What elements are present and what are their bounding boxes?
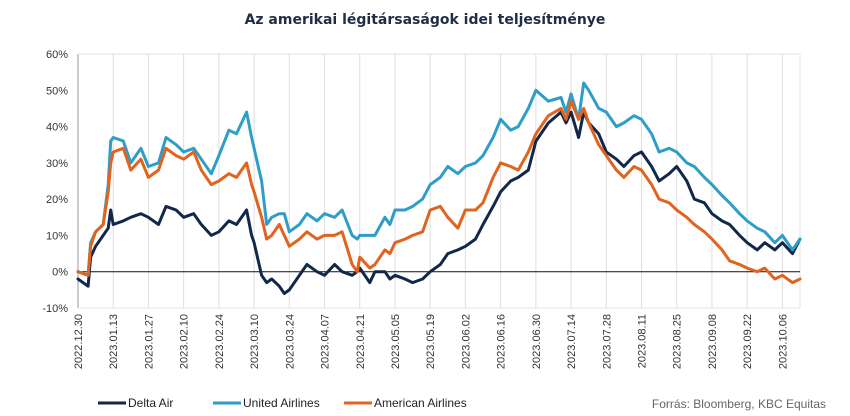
- series-lines: [76, 81, 802, 295]
- x-tick-label: 2022.12.30: [73, 314, 85, 369]
- y-tick-label: 20%: [46, 194, 68, 206]
- gridlines: [77, 53, 801, 309]
- y-tick-label: 60%: [46, 49, 68, 61]
- legend: Delta Air United Airlines American Airline…: [98, 396, 467, 410]
- series-line-0: [76, 110, 802, 295]
- x-tick-label: 2023.05.05: [390, 314, 402, 369]
- y-tick-label: 10%: [46, 230, 68, 242]
- y-tick-label: 50%: [46, 85, 68, 97]
- x-tick-label: 2023.01.27: [143, 314, 155, 369]
- x-axis: 2022.12.30 2023.01.13 2023.01.27 2023.02.10…: [73, 314, 789, 369]
- y-tick-label: 40%: [46, 122, 68, 134]
- x-tick-label: 2023.04.21: [355, 314, 367, 369]
- y-tick-label: 30%: [46, 158, 68, 170]
- x-tick-label: 2023.07.28: [601, 314, 613, 369]
- series-line-1: [76, 81, 802, 277]
- y-tick-label: 0%: [52, 267, 68, 279]
- x-tick-label: 2023.07.14: [566, 314, 578, 369]
- x-tick-label: 2023.06.16: [496, 314, 508, 369]
- x-tick-label: 2023.08.25: [672, 314, 684, 369]
- x-tick-label: 2023.01.13: [108, 314, 120, 369]
- legend-label: United Airlines: [243, 396, 320, 410]
- x-tick-label: 2023.09.08: [707, 314, 719, 369]
- x-tick-label: 2023.03.24: [284, 314, 296, 369]
- x-tick-label: 2023.02.10: [179, 314, 191, 369]
- x-tick-label: 2023.06.02: [460, 314, 472, 369]
- x-tick-label: 2023.10.06: [777, 314, 789, 369]
- legend-label: Delta Air: [128, 396, 173, 410]
- series-line-2: [76, 99, 802, 285]
- chart-title: Az amerikai légitársaságok idei teljesít…: [245, 12, 606, 28]
- y-tick-label: -10%: [42, 303, 68, 315]
- x-tick-label: 2023.09.22: [742, 314, 754, 369]
- source-note: Forrás: Bloomberg, KBC Equitas: [652, 397, 826, 411]
- x-tick-label: 2023.06.30: [531, 314, 543, 369]
- x-tick-label: 2023.03.10: [249, 314, 261, 369]
- legend-label: American Airlines: [374, 396, 467, 410]
- y-axis: -10% 0% 10% 20% 30% 40% 50% 60%: [42, 49, 68, 315]
- x-tick-label: 2023.08.11: [637, 314, 649, 368]
- x-tick-label: 2023.05.19: [425, 314, 437, 369]
- x-tick-label: 2023.04.07: [320, 314, 332, 369]
- x-tick-label: 2023.02.24: [214, 314, 226, 369]
